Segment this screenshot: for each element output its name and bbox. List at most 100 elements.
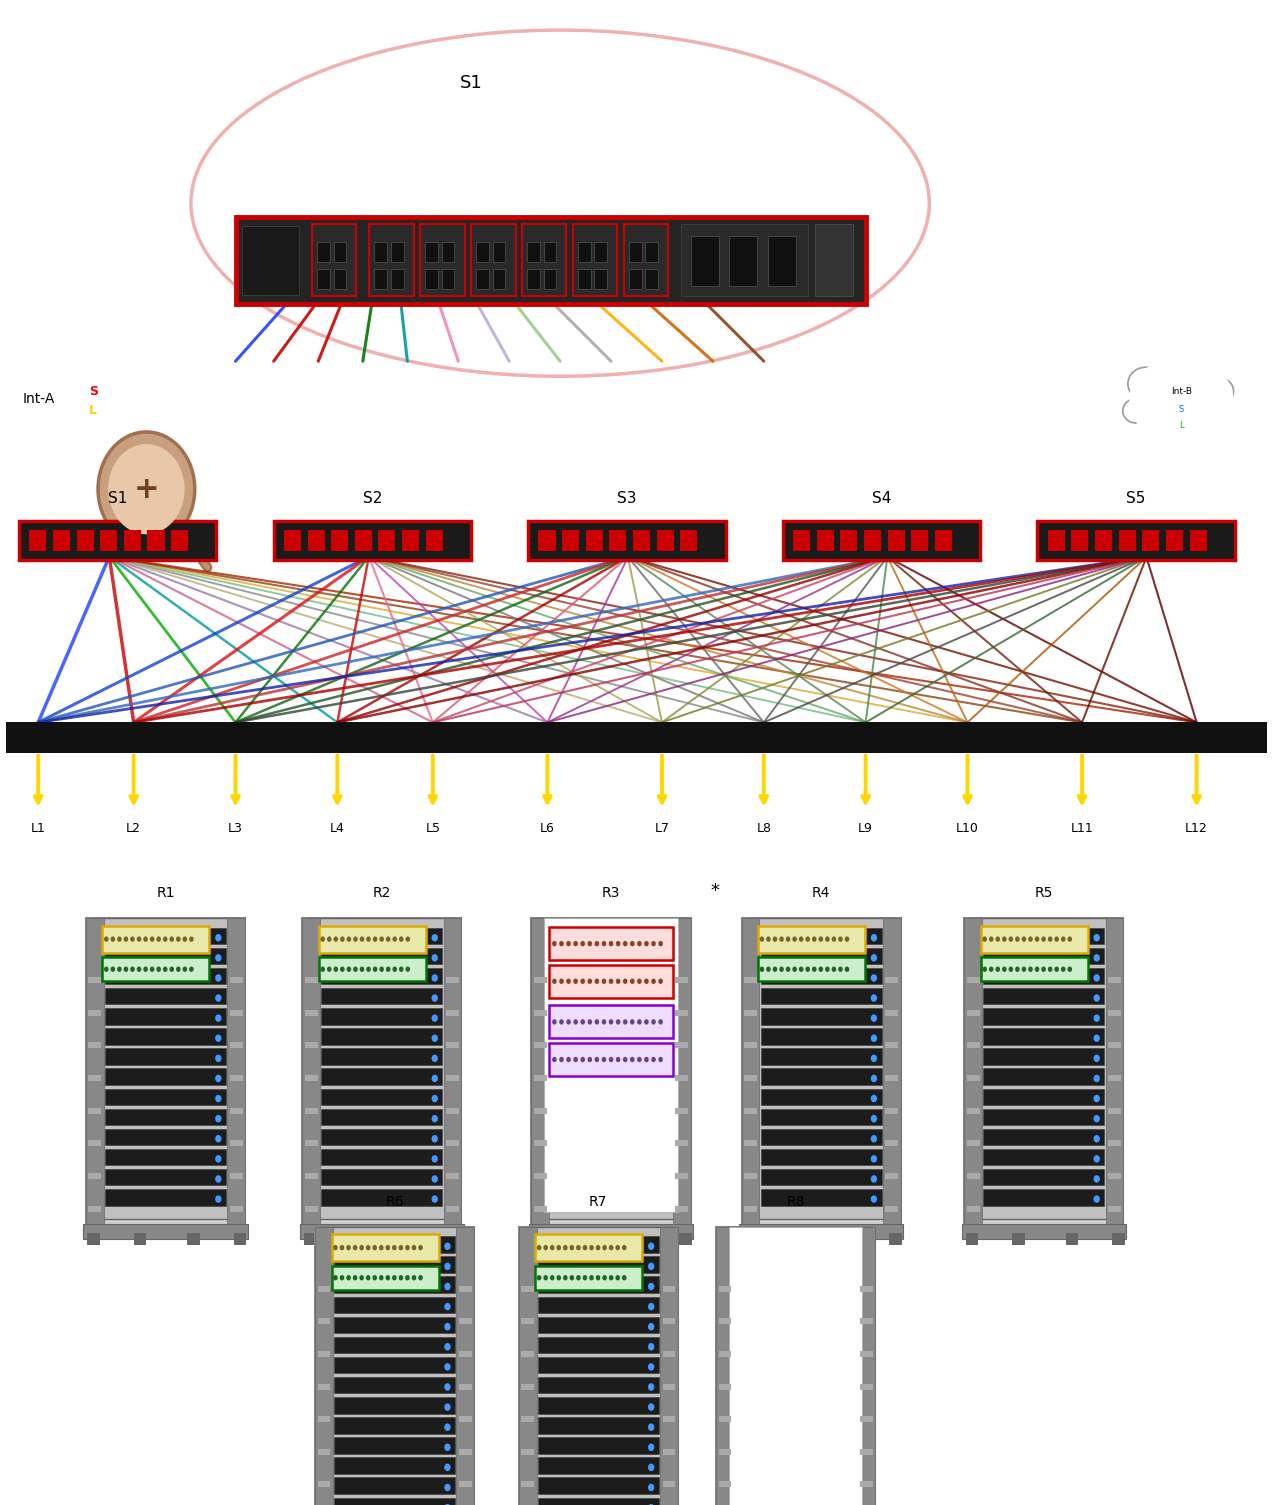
Bar bbox=[538, 530, 555, 551]
Bar bbox=[676, 1141, 689, 1147]
Bar bbox=[227, 918, 246, 1227]
Bar bbox=[522, 1449, 535, 1455]
Bar bbox=[663, 1383, 676, 1389]
Text: R8: R8 bbox=[787, 1195, 805, 1209]
Bar bbox=[89, 1172, 102, 1178]
Bar bbox=[527, 242, 540, 262]
Circle shape bbox=[608, 941, 614, 947]
Bar bbox=[886, 1010, 899, 1016]
Circle shape bbox=[819, 966, 824, 972]
Circle shape bbox=[636, 1057, 642, 1063]
Bar bbox=[586, 530, 603, 551]
Circle shape bbox=[321, 966, 325, 972]
Circle shape bbox=[566, 1057, 570, 1063]
Bar bbox=[1189, 530, 1207, 551]
Circle shape bbox=[596, 1275, 601, 1281]
Bar bbox=[334, 1497, 456, 1505]
Circle shape bbox=[602, 978, 606, 984]
Bar bbox=[815, 224, 853, 296]
Bar bbox=[321, 1129, 443, 1145]
Text: L10: L10 bbox=[956, 822, 979, 835]
Circle shape bbox=[365, 1275, 370, 1281]
Bar bbox=[550, 1043, 672, 1076]
Ellipse shape bbox=[1129, 357, 1234, 444]
Bar bbox=[983, 1129, 1104, 1145]
Circle shape bbox=[622, 1057, 628, 1063]
Text: L12: L12 bbox=[1185, 822, 1208, 835]
Bar bbox=[983, 1049, 1104, 1066]
Bar bbox=[476, 242, 489, 262]
Circle shape bbox=[594, 978, 600, 984]
Bar bbox=[983, 1148, 1104, 1165]
Text: R7: R7 bbox=[589, 1195, 607, 1209]
Circle shape bbox=[1022, 966, 1026, 972]
Bar bbox=[148, 530, 164, 551]
Circle shape bbox=[1060, 966, 1066, 972]
Circle shape bbox=[544, 1275, 547, 1281]
Bar bbox=[981, 957, 1087, 981]
Bar bbox=[861, 1383, 873, 1389]
Bar bbox=[106, 1069, 227, 1085]
Text: S2: S2 bbox=[363, 491, 382, 506]
Bar bbox=[721, 1227, 871, 1505]
Circle shape bbox=[658, 978, 663, 984]
Circle shape bbox=[215, 995, 222, 1002]
Bar bbox=[334, 1418, 456, 1434]
Bar bbox=[425, 530, 443, 551]
Bar bbox=[741, 918, 901, 1227]
Bar bbox=[6, 722, 1267, 752]
Bar bbox=[522, 1351, 535, 1358]
Bar bbox=[793, 530, 810, 551]
Circle shape bbox=[444, 1364, 451, 1371]
Bar bbox=[761, 1069, 881, 1085]
Circle shape bbox=[144, 936, 148, 942]
Circle shape bbox=[117, 936, 122, 942]
Bar bbox=[442, 269, 454, 289]
Circle shape bbox=[559, 941, 564, 947]
Bar bbox=[768, 236, 796, 286]
Bar bbox=[321, 1109, 443, 1126]
Bar bbox=[316, 1227, 474, 1505]
Text: L11: L11 bbox=[1071, 822, 1094, 835]
Bar bbox=[19, 521, 216, 560]
Circle shape bbox=[556, 1245, 561, 1251]
Circle shape bbox=[871, 1115, 877, 1123]
Bar bbox=[334, 1296, 456, 1312]
Circle shape bbox=[648, 1464, 654, 1472]
Circle shape bbox=[563, 1275, 568, 1281]
Circle shape bbox=[871, 1014, 877, 1022]
Bar bbox=[645, 269, 658, 289]
Text: L7: L7 bbox=[654, 822, 670, 835]
Circle shape bbox=[550, 1275, 555, 1281]
Circle shape bbox=[353, 966, 358, 972]
Bar bbox=[332, 1234, 439, 1261]
Bar bbox=[983, 927, 1104, 944]
Circle shape bbox=[648, 1323, 654, 1330]
Circle shape bbox=[215, 1135, 222, 1142]
Circle shape bbox=[432, 1014, 438, 1022]
Circle shape bbox=[353, 936, 358, 942]
Circle shape bbox=[615, 1275, 620, 1281]
Ellipse shape bbox=[1147, 409, 1183, 433]
Bar bbox=[334, 1377, 456, 1394]
Bar bbox=[715, 1227, 876, 1505]
Circle shape bbox=[760, 966, 764, 972]
Text: Int-B: Int-B bbox=[1171, 387, 1192, 396]
Circle shape bbox=[608, 1057, 614, 1063]
Bar bbox=[861, 1449, 873, 1455]
Circle shape bbox=[819, 936, 824, 942]
Circle shape bbox=[215, 1034, 222, 1041]
Bar bbox=[719, 1416, 732, 1422]
Circle shape bbox=[583, 1275, 587, 1281]
Text: *: * bbox=[710, 882, 721, 900]
Text: L8: L8 bbox=[756, 822, 771, 835]
Bar bbox=[663, 1416, 676, 1422]
Bar bbox=[715, 1227, 733, 1505]
Bar bbox=[230, 1010, 243, 1016]
Circle shape bbox=[432, 1094, 438, 1102]
Circle shape bbox=[215, 954, 222, 962]
Text: L: L bbox=[1179, 421, 1184, 430]
Bar bbox=[579, 1233, 592, 1245]
Bar bbox=[536, 1266, 642, 1290]
Bar bbox=[522, 1481, 535, 1487]
